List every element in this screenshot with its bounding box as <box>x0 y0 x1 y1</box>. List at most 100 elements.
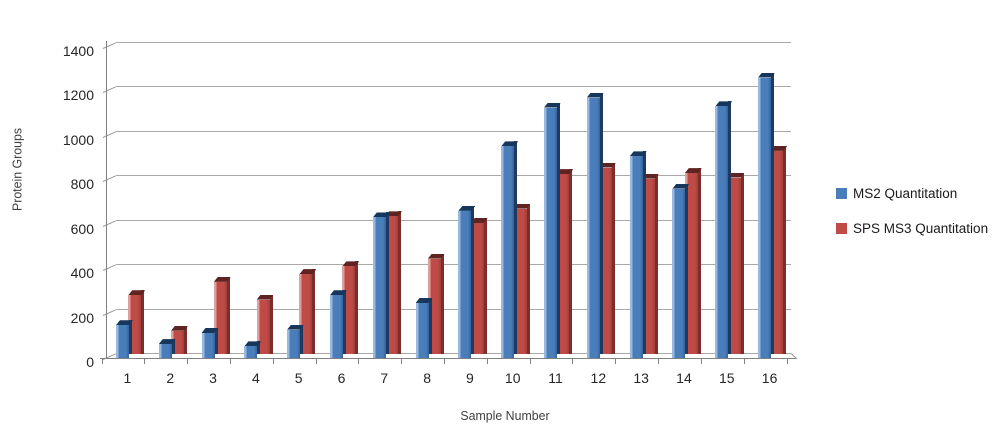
gridline-600 <box>116 219 791 221</box>
y-tick-200 <box>102 308 116 316</box>
bar-sps-ms3-14-top <box>684 168 702 174</box>
legend-label-sps-ms3: SPS MS3 Quantitation <box>853 221 989 236</box>
x-tick-label: 13 <box>633 370 649 386</box>
bar-ms2-8-side <box>428 298 432 354</box>
bar-ms2-16-side <box>771 72 775 354</box>
gridline-800 <box>116 175 791 177</box>
bar-ms2-16 <box>758 77 772 358</box>
bar-sps-ms3-6-top <box>342 261 360 267</box>
bar-sps-ms3-7-top <box>385 211 403 217</box>
bar-sps-ms3-9-side <box>483 218 487 354</box>
x-axis-tick <box>272 359 274 364</box>
bar-ms2-16-top <box>758 72 776 78</box>
y-tick-label: 0 <box>86 354 94 370</box>
bar-ms2-4 <box>244 346 258 358</box>
bar-sps-ms3-11-side <box>569 169 573 354</box>
bar-ms2-6-top <box>329 290 347 296</box>
bar-ms2-11-side <box>557 102 561 354</box>
bar-ms2-3 <box>201 333 215 358</box>
y-tick-label: 400 <box>70 265 94 282</box>
gridline-0 <box>116 353 791 354</box>
x-axis-tick <box>572 359 574 364</box>
bar-sps-ms3-2-side <box>184 325 188 354</box>
y-axis-title: Protein Groups <box>9 127 25 212</box>
bar-ms2-15 <box>715 106 729 358</box>
bar-ms2-14 <box>672 188 686 358</box>
bar-sps-ms3-16-side <box>783 145 787 354</box>
y-axis-line <box>106 41 107 359</box>
bar-sps-ms3-13-top <box>641 173 659 179</box>
x-tick-label: 5 <box>294 370 303 386</box>
y-tick-800 <box>102 175 116 183</box>
x-axis-tick <box>786 359 788 364</box>
bar-ms2-12-side <box>599 92 603 354</box>
bar-ms2-3-side <box>214 328 218 354</box>
bar-ms2-5-top <box>287 324 305 330</box>
bar-ms2-14-side <box>685 183 689 354</box>
legend-label-ms2: MS2 Quantitation <box>853 186 958 201</box>
y-tick-label: 600 <box>70 220 94 237</box>
gridline-400 <box>116 264 791 266</box>
bar-sps-ms3-13-side <box>654 173 658 354</box>
ms2-swatch-icon <box>836 188 847 199</box>
x-tick-label: 2 <box>166 370 175 386</box>
bar-ms2-12 <box>586 97 600 358</box>
x-tick-label: 15 <box>718 370 735 386</box>
x-tick-label: 10 <box>504 370 521 386</box>
bar-sps-ms3-9-top <box>470 218 488 224</box>
bar-sps-ms3-15-side <box>740 172 744 354</box>
y-tick-1400 <box>102 42 116 49</box>
x-axis-title: Sample Number <box>460 408 550 423</box>
bar-sps-ms3-12-side <box>612 162 616 354</box>
y-tick-label: 1000 <box>62 131 94 148</box>
bar-ms2-10 <box>501 146 515 358</box>
x-axis-tick <box>229 359 231 364</box>
bar-sps-ms3-4-side <box>269 294 273 354</box>
bar-ms2-5 <box>287 329 301 358</box>
bar-ms2-7-top <box>372 212 390 218</box>
bar-ms2-13-top <box>629 151 647 157</box>
x-axis-tick <box>101 359 103 364</box>
bar-ms2-9-side <box>471 205 475 354</box>
gridline-1200 <box>116 86 791 88</box>
bar-ms2-11 <box>544 107 558 358</box>
bar-ms2-12-top <box>586 92 604 98</box>
x-axis-tick <box>658 359 660 364</box>
x-axis-tick <box>144 359 146 364</box>
x-axis-line <box>100 358 796 359</box>
bar-ms2-8-top <box>415 298 433 304</box>
x-tick-label: 14 <box>676 370 692 386</box>
bar-ms2-10-top <box>501 141 519 147</box>
bar-sps-ms3-12-top <box>599 162 617 168</box>
bar-ms2-9 <box>458 210 472 358</box>
y-tick-600 <box>102 220 116 227</box>
y-tick-1200 <box>102 86 116 94</box>
x-axis-tick <box>444 359 445 364</box>
bar-ms2-3-top <box>201 328 219 333</box>
x-axis-tick <box>486 359 488 364</box>
bar-ms2-6-side <box>342 290 346 354</box>
bar-ms2-6 <box>329 295 343 358</box>
bar-sps-ms3-2-top <box>171 325 189 331</box>
bar-ms2-2 <box>158 344 172 358</box>
y-tick-400 <box>102 264 116 272</box>
y-tick-1000 <box>102 131 116 138</box>
bar-sps-ms3-8-side <box>440 253 444 354</box>
bar-sps-ms3-5-top <box>299 269 317 275</box>
x-axis-tick <box>700 359 702 364</box>
bar-sps-ms3-1-top <box>128 290 146 296</box>
legend-item-sps-ms3: SPS MS3 Quantitation <box>836 221 988 236</box>
bar-sps-ms3-5-side <box>312 269 316 354</box>
bar-sps-ms3-3-top <box>213 276 231 282</box>
bar-ms2-11-top <box>544 102 562 108</box>
x-tick-label: 12 <box>590 370 607 386</box>
x-tick-label: 8 <box>423 370 431 386</box>
bar-ms2-7 <box>372 217 386 358</box>
bar-sps-ms3-4 <box>256 299 270 354</box>
bar-ms2-14-top <box>672 183 690 189</box>
bar-sps-ms3-10-side <box>526 203 530 354</box>
bar-ms2-8 <box>415 303 429 358</box>
x-axis-tick <box>401 359 403 364</box>
bar-ms2-15-side <box>728 101 732 354</box>
sps-ms3-swatch-icon <box>836 223 847 234</box>
